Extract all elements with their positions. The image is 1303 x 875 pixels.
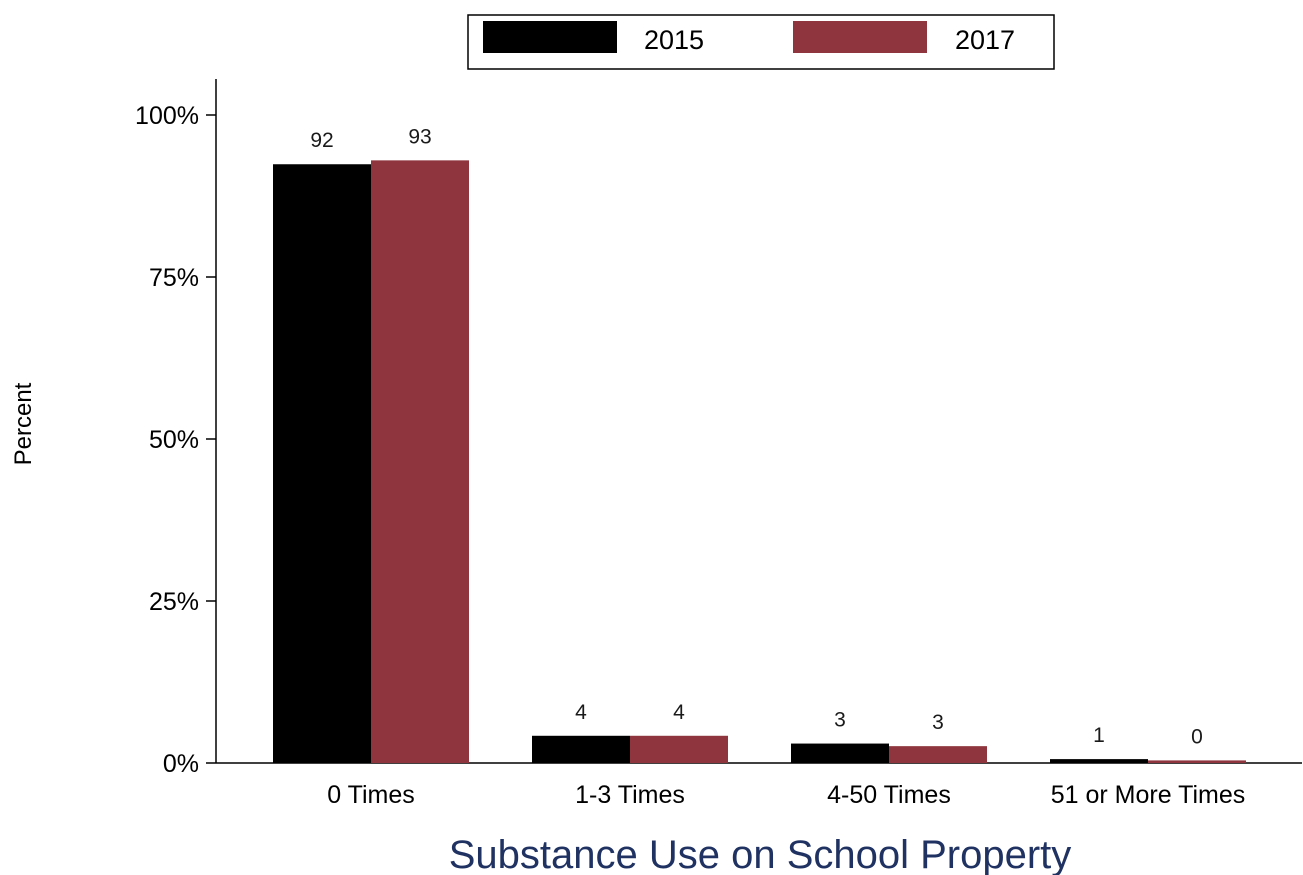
data-label: 93 — [408, 125, 431, 148]
data-label: 4 — [673, 701, 685, 724]
x-axis: 0 Times 1-3 Times 4-50 Times 51 or More Tim… — [216, 762, 1302, 809]
y-axis: 0% 25% 50% 75% 100% — [135, 79, 217, 778]
bar-2015 — [1050, 759, 1148, 763]
bar-2017 — [371, 160, 469, 764]
data-label: 3 — [932, 711, 944, 734]
bars — [273, 160, 1246, 764]
y-tick-label: 100% — [135, 102, 199, 130]
y-tick-label: 25% — [149, 588, 199, 616]
x-tick-label: 1-3 Times — [575, 781, 685, 809]
bar-2015 — [273, 164, 371, 764]
data-label: 4 — [575, 701, 587, 724]
bar-2017 — [889, 746, 987, 763]
x-axis-label: Substance Use on School Property — [449, 833, 1072, 875]
x-tick-label: 0 Times — [327, 781, 415, 809]
x-tick-label: 51 or More Times — [1051, 781, 1246, 809]
bar-2017 — [630, 735, 728, 763]
y-tick-label: 75% — [149, 264, 199, 292]
legend-label-2015: 2015 — [644, 25, 704, 55]
bar-2015 — [791, 743, 889, 763]
data-label: 0 — [1191, 725, 1203, 748]
data-label: 3 — [834, 709, 846, 732]
bar-2017 — [1148, 760, 1246, 763]
data-label: 92 — [310, 129, 333, 152]
legend-swatch-2015 — [483, 21, 617, 53]
bar-2015 — [532, 735, 630, 763]
legend-label-2017: 2017 — [955, 25, 1015, 55]
data-label: 1 — [1093, 724, 1105, 747]
y-tick-label: 0% — [163, 750, 199, 778]
data-labels: 92 93 4 4 3 3 1 0 — [310, 125, 1203, 748]
legend: 2015 2017 — [467, 14, 1055, 70]
legend-swatch-2017 — [793, 21, 927, 53]
x-tick-label: 4-50 Times — [827, 781, 951, 809]
y-axis-label: Percent — [10, 382, 37, 465]
y-tick-label: 50% — [149, 426, 199, 454]
